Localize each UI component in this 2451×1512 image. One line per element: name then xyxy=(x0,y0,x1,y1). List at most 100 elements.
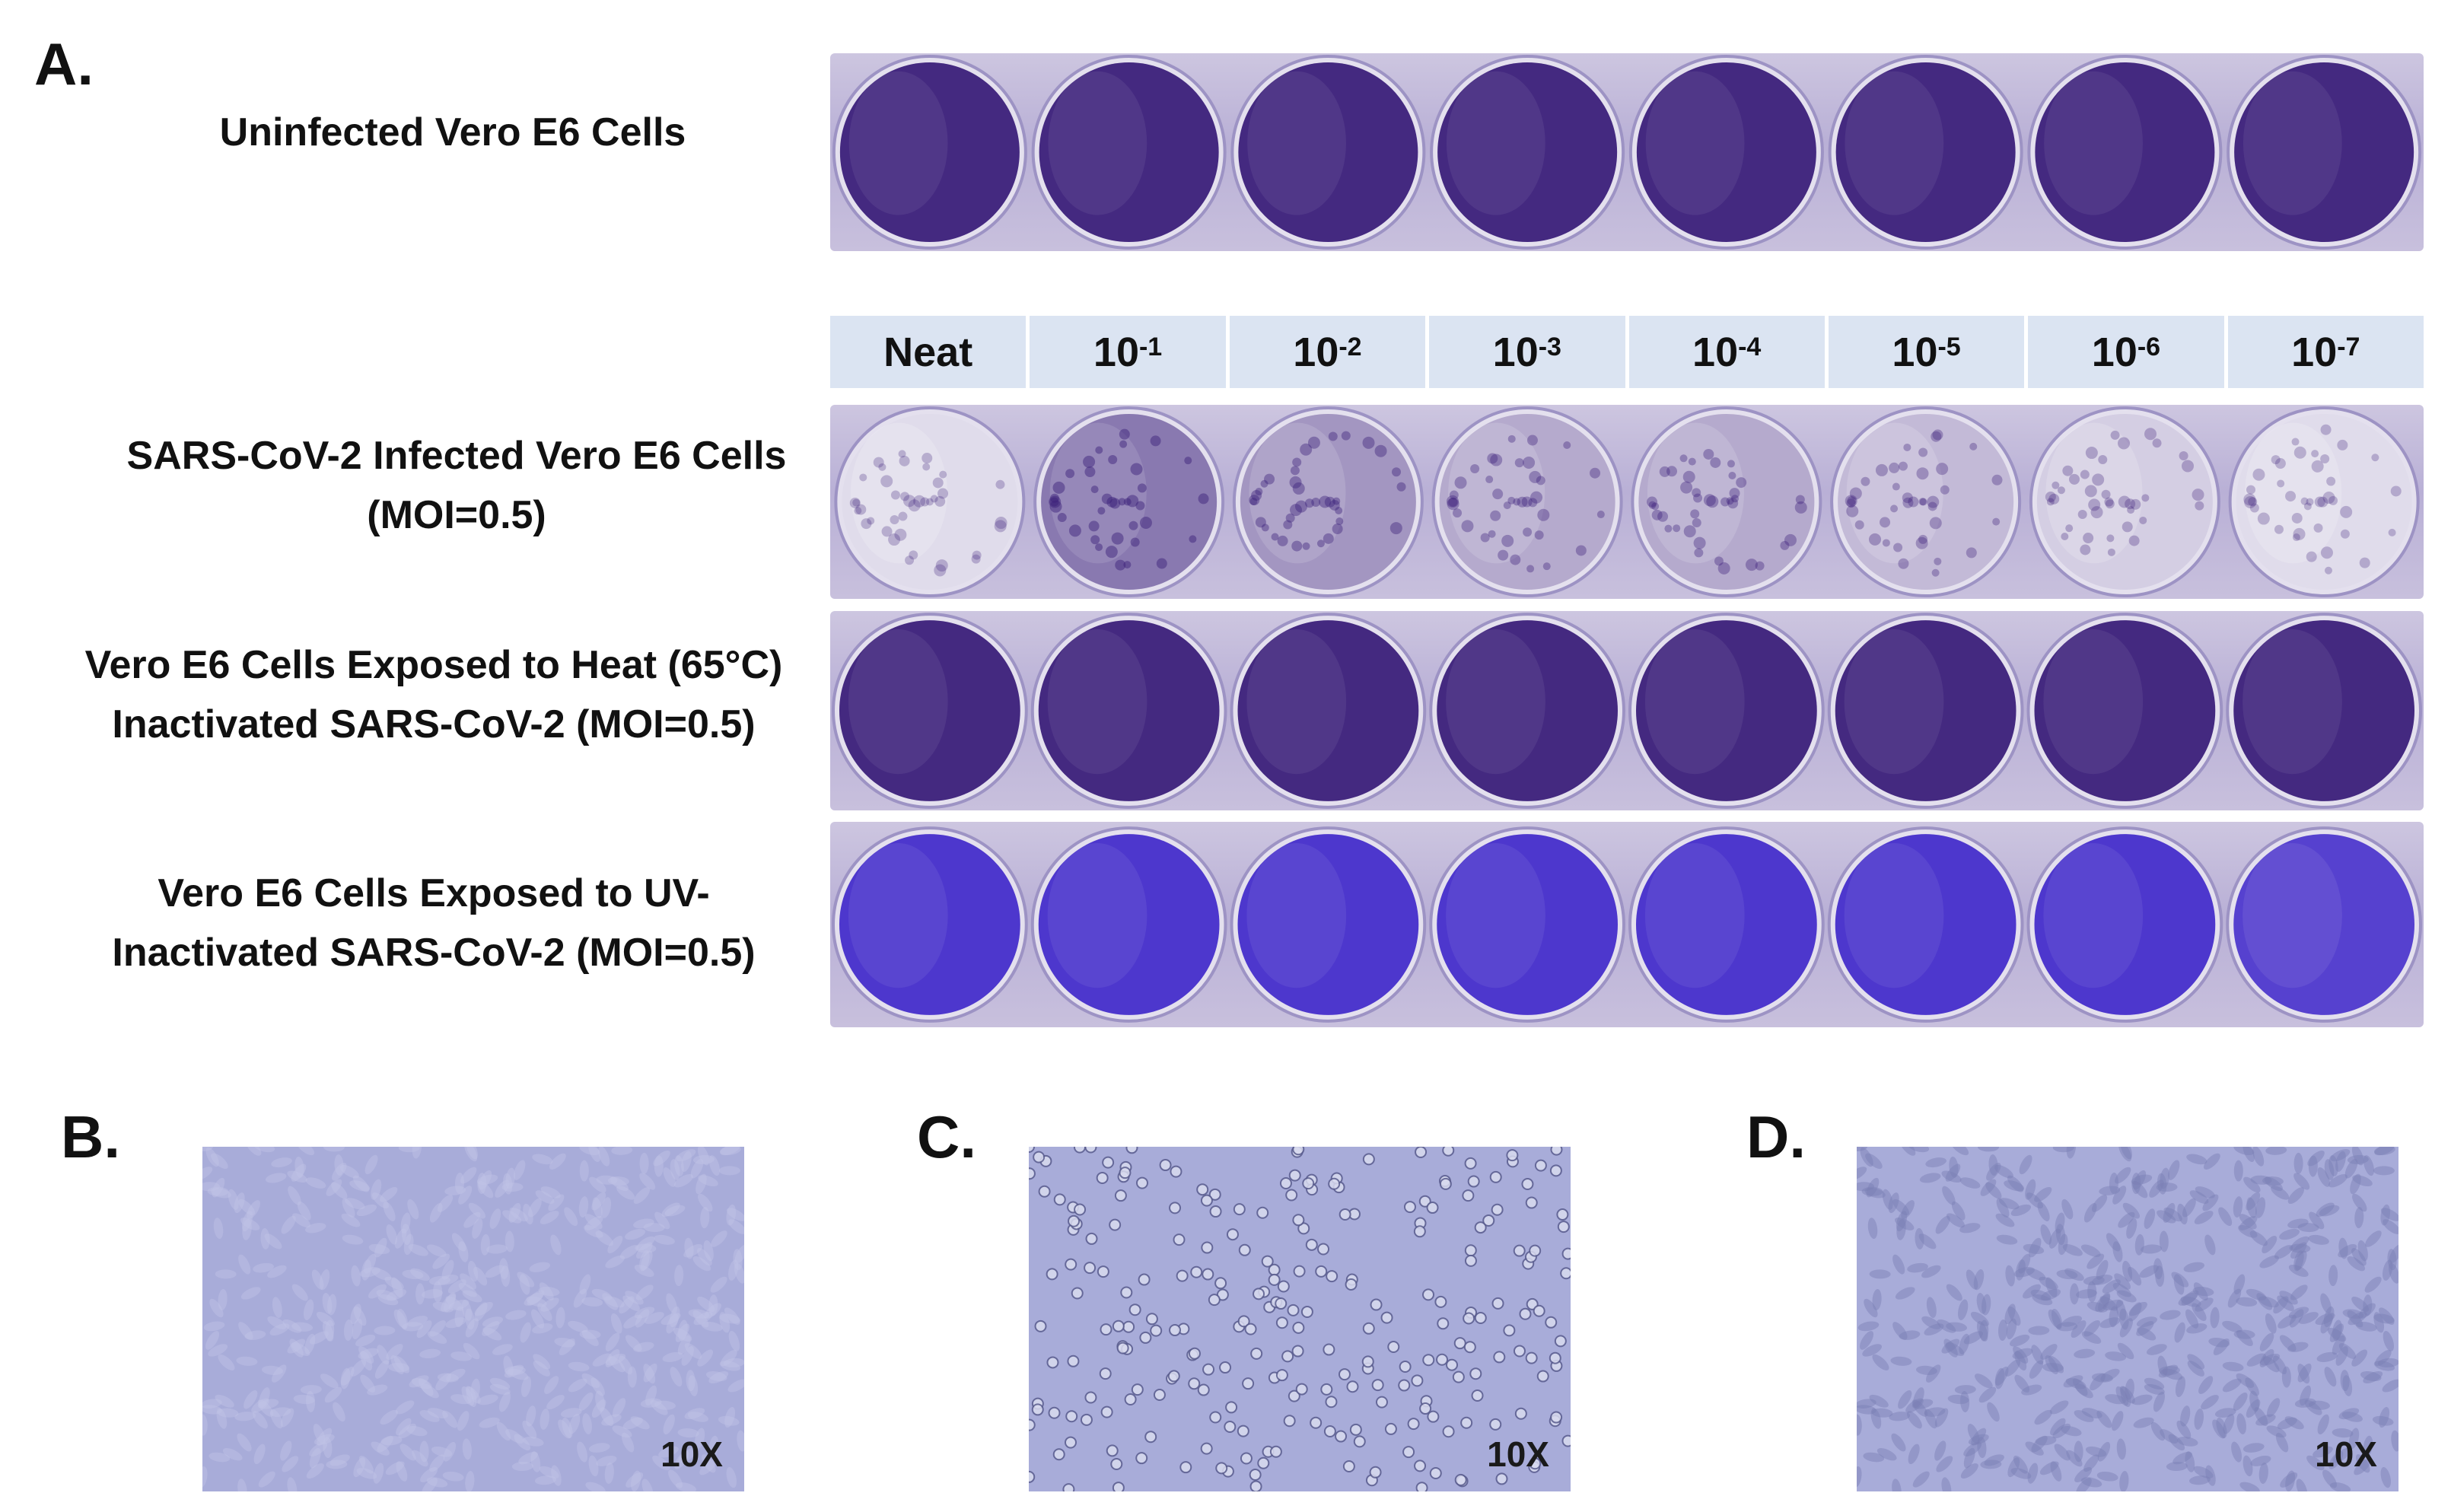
well-reflection xyxy=(848,629,948,775)
cell xyxy=(2173,1274,2185,1295)
cell xyxy=(2109,1306,2118,1328)
plaque-speck xyxy=(1693,536,1706,549)
cell xyxy=(1915,1365,1937,1375)
rounded-cell xyxy=(1549,1351,1561,1364)
cell xyxy=(1857,1182,1874,1192)
cell xyxy=(402,1322,424,1332)
rounded-cell xyxy=(1550,1147,1563,1156)
plaque-speck xyxy=(1513,498,1521,506)
cell xyxy=(217,1408,239,1418)
plaque-speck xyxy=(1292,482,1305,495)
rounded-cell xyxy=(1323,1343,1335,1356)
rounded-cell xyxy=(1073,1147,1086,1154)
plaque-speck xyxy=(2328,495,2338,505)
well-reflection xyxy=(1047,843,1148,988)
dilution-exponent: -7 xyxy=(2337,333,2360,361)
plaque-speck xyxy=(852,498,861,507)
well xyxy=(1430,55,1625,250)
cell xyxy=(2116,1438,2126,1460)
cell xyxy=(2136,1316,2158,1328)
plaque-speck xyxy=(1690,509,1700,519)
plaque-speck xyxy=(1596,511,1605,519)
rounded-cell xyxy=(1100,1405,1113,1418)
rounded-cell xyxy=(1031,1403,1044,1416)
cell xyxy=(2049,1400,2069,1415)
cell xyxy=(578,1392,594,1411)
well xyxy=(832,613,1028,809)
rounded-cell xyxy=(1295,1383,1308,1396)
rounded-cell xyxy=(1240,1452,1253,1465)
cell xyxy=(305,1223,326,1233)
plaque-speck xyxy=(1130,463,1143,476)
cell xyxy=(1918,1233,1937,1249)
cell xyxy=(2213,1338,2230,1356)
cell xyxy=(684,1343,702,1359)
cell xyxy=(562,1417,573,1438)
cell xyxy=(2034,1186,2052,1202)
cell xyxy=(2214,1408,2236,1418)
plaque-speck xyxy=(1084,466,1096,478)
cell xyxy=(627,1366,637,1388)
rounded-cell xyxy=(1415,1482,1428,1491)
cell xyxy=(485,1265,505,1278)
rounded-cell xyxy=(1100,1323,1112,1336)
cell xyxy=(2222,1378,2242,1393)
plaque-speck xyxy=(1703,494,1716,507)
cell xyxy=(2087,1301,2108,1313)
cell xyxy=(367,1384,388,1396)
plaque-speck xyxy=(1795,495,1805,505)
plaque-speck xyxy=(1991,474,2003,485)
cell xyxy=(2236,1413,2246,1434)
cell xyxy=(508,1202,521,1223)
plaque-speck xyxy=(2320,454,2330,464)
well-fill xyxy=(1041,414,1218,590)
cell xyxy=(2365,1230,2382,1247)
dilution-exponent: -3 xyxy=(1538,333,1561,361)
cell xyxy=(2265,1147,2287,1155)
rounded-cell xyxy=(1297,1222,1310,1235)
cell xyxy=(2328,1265,2338,1287)
cell xyxy=(2210,1307,2220,1329)
cell xyxy=(1857,1399,1876,1409)
cell xyxy=(520,1322,531,1343)
cell xyxy=(2105,1394,2126,1405)
cell xyxy=(677,1335,691,1355)
dilution-base: 10 xyxy=(2291,329,2338,375)
cell xyxy=(595,1230,613,1246)
cell xyxy=(661,1202,680,1218)
cell xyxy=(2076,1289,2097,1299)
rounded-cell xyxy=(1067,1354,1080,1367)
cell xyxy=(2115,1386,2129,1406)
cell xyxy=(505,1167,515,1189)
cell xyxy=(554,1337,576,1348)
cell xyxy=(2157,1210,2176,1224)
cell xyxy=(2262,1356,2280,1373)
cell xyxy=(2357,1240,2368,1262)
plaque-speck xyxy=(1530,491,1543,504)
cell xyxy=(1925,1157,1946,1168)
well-reflection xyxy=(1647,422,1744,564)
cell xyxy=(673,1327,692,1342)
cell xyxy=(479,1170,492,1190)
well xyxy=(1628,613,1825,809)
cell xyxy=(727,1379,744,1393)
cell xyxy=(1888,1192,1899,1214)
cell xyxy=(2216,1417,2227,1438)
cell xyxy=(501,1183,524,1192)
cell xyxy=(420,1467,438,1482)
rounded-cell xyxy=(1560,1267,1571,1280)
rounded-cell xyxy=(1534,1159,1547,1172)
well-reflection xyxy=(1246,629,1347,775)
plaque-speck xyxy=(1931,431,1942,442)
cell xyxy=(681,1151,692,1172)
cell xyxy=(482,1316,504,1328)
plaque-speck xyxy=(1688,457,1696,466)
cell xyxy=(2081,1331,2102,1344)
cell xyxy=(540,1211,559,1224)
rounded-cell xyxy=(1506,1149,1519,1162)
plaque-speck xyxy=(1528,498,1538,508)
cell xyxy=(1867,1218,1878,1240)
cell xyxy=(2360,1370,2382,1382)
cell xyxy=(2290,1236,2309,1251)
cell xyxy=(358,1346,374,1364)
